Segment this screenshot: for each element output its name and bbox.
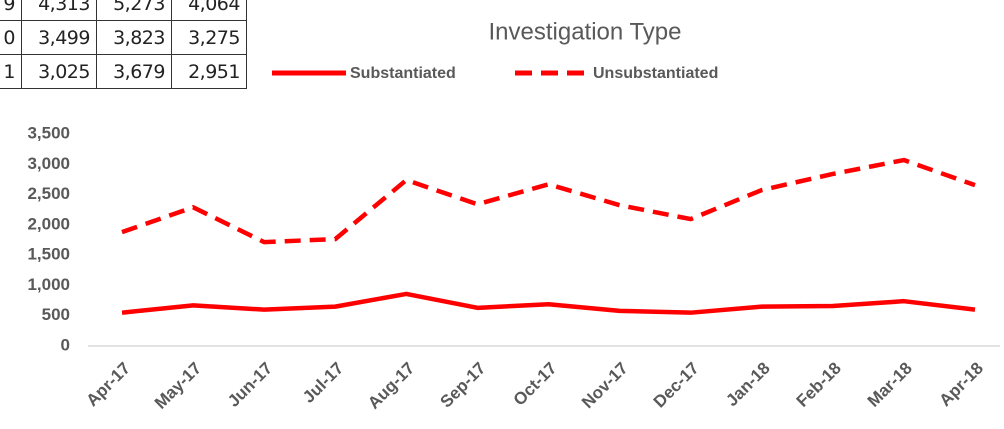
x-tick-label: Apr-18 bbox=[935, 359, 987, 411]
table-cell: 9 bbox=[0, 0, 22, 21]
y-tick-label: 500 bbox=[42, 305, 70, 324]
table-row: 1 3,025 3,679 2,951 bbox=[0, 54, 247, 89]
legend-label: Unsubstantiated bbox=[593, 65, 718, 82]
x-tick-label: May-17 bbox=[151, 359, 205, 413]
x-tick-label: Jan-18 bbox=[722, 359, 774, 411]
x-tick-label: Mar-18 bbox=[864, 359, 916, 411]
series-line bbox=[121, 291, 976, 315]
table-row: 0 3,499 3,823 3,275 bbox=[0, 20, 247, 55]
table-cell: 1 bbox=[0, 54, 22, 89]
x-tick-label: Apr-17 bbox=[82, 359, 134, 411]
x-tick-label: Aug-17 bbox=[364, 359, 418, 413]
table-cell: 3,275 bbox=[171, 20, 247, 55]
y-tick-label: 2,000 bbox=[27, 214, 70, 233]
table-row: 9 4,313 5,273 4,064 bbox=[0, 0, 247, 21]
chart-title: Investigation Type bbox=[488, 18, 681, 45]
x-tick-label: Jun-17 bbox=[224, 359, 276, 411]
y-tick-label: 1,500 bbox=[27, 245, 70, 264]
series-line bbox=[121, 157, 976, 245]
table-cell: 3,679 bbox=[96, 54, 172, 89]
legend-label: Substantiated bbox=[350, 65, 456, 82]
x-tick-label: Dec-17 bbox=[650, 359, 703, 412]
y-tick-label: 1,000 bbox=[27, 275, 70, 294]
table-cell: 3,823 bbox=[96, 20, 172, 55]
data-table: 9 4,313 5,273 4,064 0 3,499 3,823 3,275 1 3,025 3,… bbox=[0, 0, 247, 89]
x-tick-label: Feb-18 bbox=[793, 359, 845, 411]
y-tick-label: 3,000 bbox=[27, 154, 70, 173]
y-tick-label: 0 bbox=[61, 335, 70, 354]
x-tick-label: Jul-17 bbox=[299, 359, 347, 407]
y-tick-label: 2,500 bbox=[27, 184, 70, 203]
table-cell: 3,025 bbox=[21, 54, 97, 89]
x-tick-label: Nov-17 bbox=[578, 359, 632, 413]
x-tick-label: Oct-17 bbox=[510, 359, 561, 410]
x-tick-label: Sep-17 bbox=[437, 359, 490, 412]
table-cell: 2,951 bbox=[171, 54, 247, 89]
y-tick-label: 3,500 bbox=[27, 123, 70, 142]
table-cell: 5,273 bbox=[96, 0, 172, 21]
